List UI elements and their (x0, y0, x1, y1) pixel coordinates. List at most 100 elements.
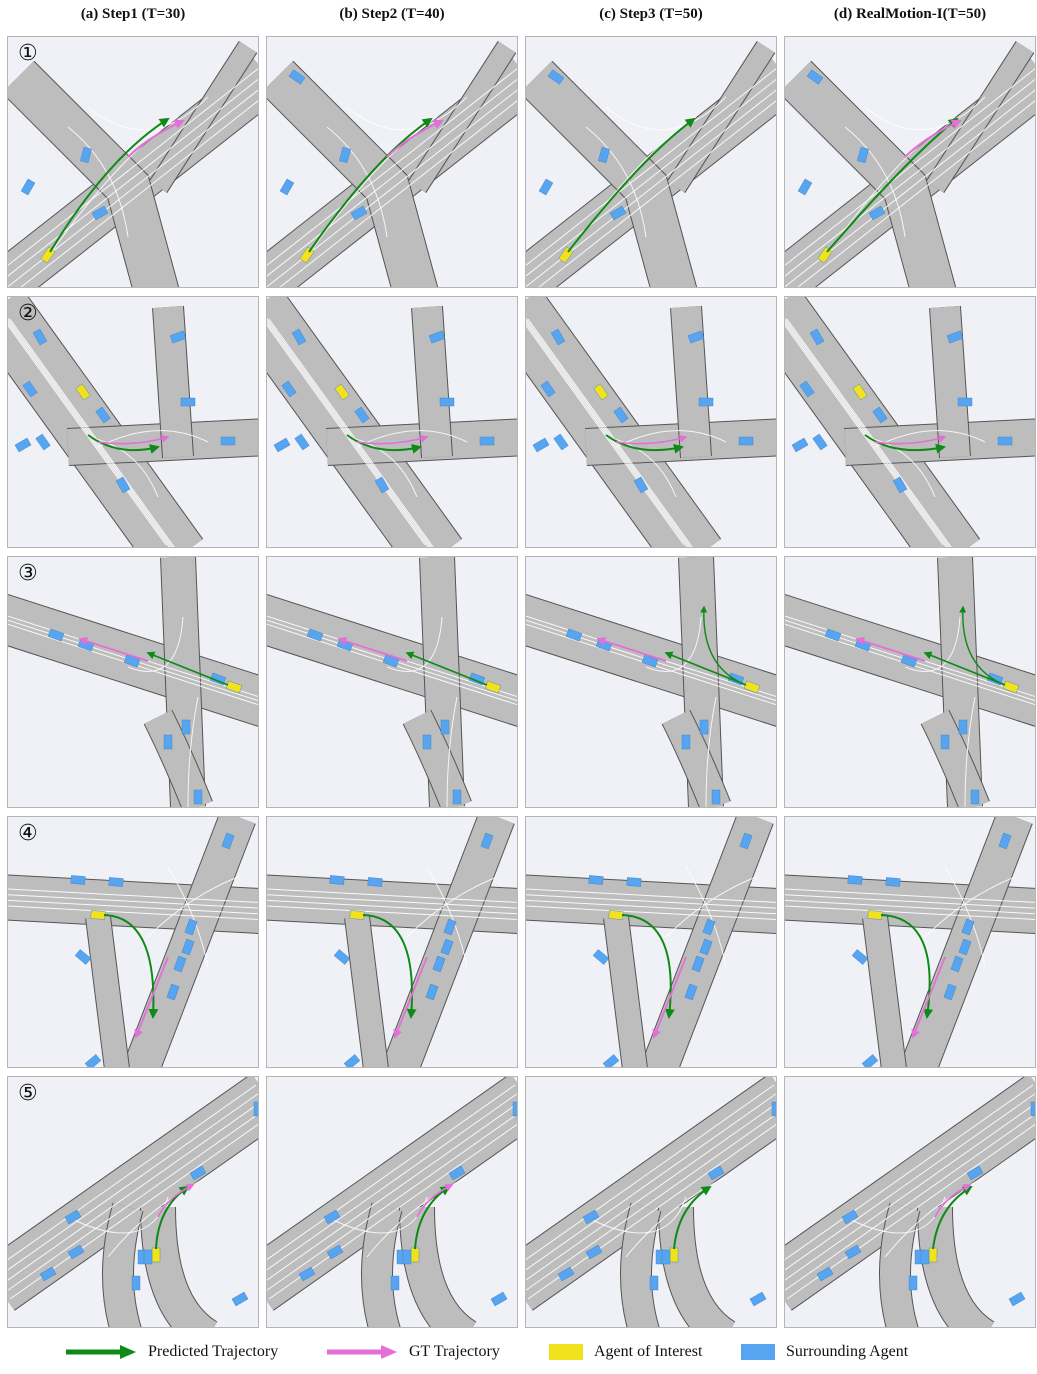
surrounding-agent (738, 436, 754, 446)
lane-line (8, 78, 258, 277)
road (526, 875, 776, 933)
surrounding-agent (169, 330, 187, 344)
scene-map (8, 297, 258, 547)
connector-lane (366, 1176, 468, 1258)
connector-lane (874, 430, 986, 448)
surrounding-agent (707, 1165, 725, 1181)
scene-panel: ④ (7, 816, 259, 1068)
predicted-arrow-icon (66, 1345, 136, 1359)
legend-predicted-trajectory: Predicted Trajectory (64, 1338, 278, 1366)
scene-panel (784, 816, 1036, 1068)
scene-map (8, 1077, 258, 1327)
connector-lane (446, 696, 458, 807)
lane-line (267, 320, 431, 547)
road (863, 915, 906, 1067)
row-number: ② (18, 301, 38, 326)
surrounding-agent (47, 628, 65, 642)
scene-map (526, 297, 776, 547)
surrounding-agent (684, 983, 698, 1001)
connector-lane (386, 616, 443, 672)
lane-line (267, 1084, 516, 1261)
surrounding-agent (771, 1101, 776, 1117)
lane-line (785, 322, 947, 547)
surrounding-agent (74, 949, 92, 965)
connector-lane (147, 876, 239, 938)
scene-map (8, 37, 258, 287)
lane-line (526, 623, 776, 706)
lane-line (9, 318, 175, 547)
surrounding-agent (592, 949, 610, 965)
surrounding-agent (687, 330, 705, 344)
scene-panel (525, 36, 777, 288)
surrounding-agent (329, 875, 345, 885)
lane-line (267, 1103, 517, 1281)
scene-panel (525, 816, 777, 1068)
road (880, 1202, 920, 1327)
surrounding-agent (512, 1101, 517, 1117)
lane-line (526, 899, 776, 915)
scene-panel (525, 296, 777, 548)
lane-line (267, 324, 426, 546)
road (667, 41, 775, 193)
surrounding-agent (425, 983, 439, 1001)
surrounding-agent (868, 205, 886, 221)
surrounding-agent (480, 832, 494, 850)
surrounding-agent (326, 1244, 344, 1260)
lane-line (268, 1123, 517, 1300)
surrounding-agent (367, 877, 383, 887)
predicted-trajectory (959, 605, 1006, 686)
connector-lane (585, 1196, 687, 1234)
connector-lane (685, 866, 727, 968)
lane-line (526, 1084, 775, 1261)
surrounding-agent (221, 832, 235, 850)
scene-map (526, 817, 776, 1067)
surrounding-agent (220, 436, 236, 446)
scene-map (267, 817, 517, 1067)
lane-line (8, 899, 258, 915)
predicted-trajectory (308, 117, 433, 253)
road (345, 915, 388, 1067)
scene-panel (784, 556, 1036, 808)
agent-of-interest (334, 383, 350, 401)
surrounding-agent (20, 178, 36, 196)
surrounding-agent (851, 949, 869, 965)
surrounding-agent (67, 1244, 85, 1260)
surrounding-agent (439, 397, 455, 407)
gt-trajectory (416, 1184, 454, 1218)
legend-label: Predicted Trajectory (148, 1343, 279, 1360)
surrounding-agent (108, 877, 124, 887)
lane-line (8, 1103, 258, 1281)
gt-trajectory (337, 636, 408, 662)
lane-line (526, 324, 685, 546)
surrounding-agent (333, 949, 351, 965)
surrounding-agent (857, 146, 869, 164)
scene-map (8, 557, 258, 807)
row-number: ① (18, 41, 38, 66)
surrounding-agent (189, 1165, 207, 1181)
surrounding-agent (35, 433, 51, 451)
agent-of-interest (349, 910, 365, 920)
surrounding-agent (847, 875, 863, 885)
surrounding-agent (900, 654, 918, 668)
surrounding-agent (39, 1266, 57, 1282)
surrounding-agent (585, 1244, 603, 1260)
surrounding-agent (354, 406, 370, 424)
gt-trajectory (78, 636, 149, 662)
lane-line (785, 894, 1035, 909)
gt-trajectory (356, 434, 429, 445)
lane-line (785, 320, 949, 547)
gt-trajectory (393, 956, 428, 1039)
lane-line (279, 100, 517, 287)
road (926, 41, 1034, 193)
road (621, 1202, 661, 1327)
surrounding-agent (844, 1244, 862, 1260)
connector-lane (605, 96, 727, 131)
surrounding-agent (143, 1249, 153, 1265)
connector-lane (67, 126, 129, 238)
lane-line (267, 1093, 517, 1271)
predicted-trajectory (346, 434, 422, 454)
lane-line (526, 1113, 776, 1291)
connector-lane (97, 430, 209, 448)
lane-line (785, 1084, 1034, 1261)
surrounding-agent (691, 955, 705, 973)
